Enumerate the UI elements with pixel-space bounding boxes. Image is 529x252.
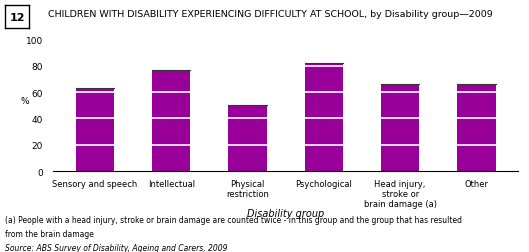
Bar (305, 64, 343, 171)
Text: from the brain damage: from the brain damage (5, 229, 94, 238)
Text: Disability group: Disability group (247, 208, 324, 218)
Bar (152, 71, 190, 171)
Bar (229, 106, 267, 171)
Text: (a) People with a head injury, stroke or brain damage are counted twice - in thi: (a) People with a head injury, stroke or… (5, 215, 462, 225)
Bar (76, 89, 114, 171)
Text: CHILDREN WITH DISABILITY EXPERIENCING DIFFICULTY AT SCHOOL, by Disability group—: CHILDREN WITH DISABILITY EXPERIENCING DI… (48, 10, 492, 19)
Bar (458, 85, 496, 171)
Text: Source: ABS Survey of Disability, Ageing and Carers, 2009: Source: ABS Survey of Disability, Ageing… (5, 243, 228, 252)
Text: 12: 12 (10, 13, 25, 23)
Bar (381, 85, 419, 171)
Y-axis label: %: % (20, 97, 29, 106)
